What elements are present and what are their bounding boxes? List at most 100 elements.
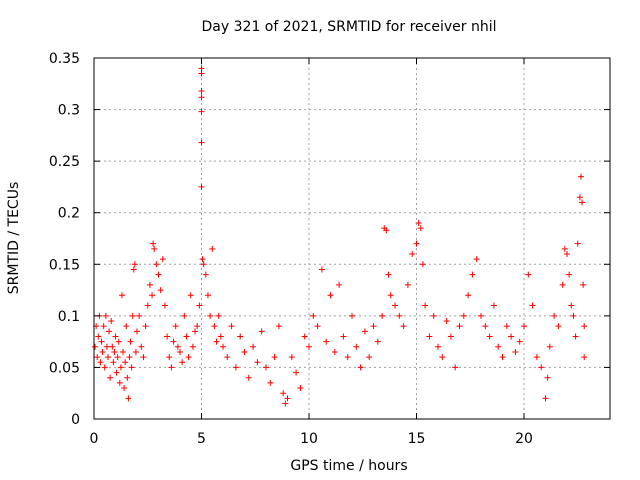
data-point: [465, 292, 472, 299]
data-point: [103, 343, 110, 350]
data-point: [447, 333, 454, 340]
data-point: [179, 359, 186, 366]
data-point: [344, 354, 351, 361]
data-point: [340, 333, 347, 340]
data-point: [237, 333, 244, 340]
data-point: [379, 312, 386, 319]
data-point: [228, 323, 235, 330]
data-point: [570, 312, 577, 319]
data-point: [198, 108, 205, 115]
data-point: [258, 328, 265, 335]
data-point: [512, 348, 519, 355]
data-point: [327, 292, 334, 299]
data-point: [213, 338, 220, 345]
data-point: [198, 88, 205, 95]
data-point: [529, 302, 536, 309]
data-point: [125, 395, 132, 402]
data-point: [581, 354, 588, 361]
data-point: [580, 281, 587, 288]
y-tick-label: 0.05: [49, 360, 80, 376]
data-point: [452, 364, 459, 371]
x-tick-label: 5: [197, 431, 206, 447]
data-point: [400, 323, 407, 330]
data-point: [574, 240, 581, 247]
data-point: [146, 281, 153, 288]
data-point: [499, 354, 506, 361]
data-point: [282, 400, 289, 407]
data-point: [138, 343, 145, 350]
data-point: [396, 312, 403, 319]
data-point: [92, 343, 99, 350]
data-point: [220, 343, 226, 350]
y-tick-label: 0.35: [49, 51, 80, 67]
data-point: [392, 302, 398, 309]
data-point: [123, 323, 130, 330]
data-point: [144, 302, 151, 309]
data-point: [157, 287, 164, 294]
data-point: [192, 328, 199, 335]
data-point: [521, 323, 527, 330]
data-point: [200, 261, 207, 268]
data-point: [245, 374, 252, 381]
data-point: [164, 333, 171, 340]
data-point: [118, 292, 125, 299]
data-point: [97, 359, 104, 366]
data-point: [113, 369, 120, 376]
data-point: [542, 395, 549, 402]
data-point: [136, 312, 143, 319]
data-point: [202, 271, 209, 278]
data-point: [538, 364, 545, 371]
y-tick-label: 0.15: [49, 257, 80, 273]
data-point: [271, 354, 278, 361]
plot-frame: [93, 57, 611, 420]
data-point: [566, 271, 573, 278]
data-point: [473, 256, 480, 263]
data-point: [314, 323, 321, 330]
data-point: [112, 333, 119, 340]
data-point: [435, 343, 441, 350]
data-point: [122, 359, 129, 366]
data-point: [415, 220, 422, 227]
y-tick-label: 0.25: [49, 154, 80, 170]
data-point: [185, 354, 192, 361]
data-point: [409, 250, 416, 257]
data-point: [101, 364, 108, 371]
data-point: [426, 333, 433, 340]
data-point: [490, 302, 497, 309]
data-point: [215, 312, 222, 319]
data-point: [280, 390, 287, 397]
data-point: [109, 343, 116, 350]
data-point: [131, 261, 138, 268]
data-point: [204, 292, 211, 299]
data-point: [211, 323, 218, 330]
data-point: [331, 348, 338, 355]
data-point: [361, 328, 368, 335]
data-point: [387, 292, 394, 299]
data-point: [559, 281, 566, 288]
data-point: [533, 354, 540, 361]
data-point: [546, 343, 553, 350]
data-point: [104, 354, 111, 361]
data-point: [301, 333, 308, 340]
data-point: [417, 225, 424, 232]
data-points: [92, 65, 588, 407]
data-point: [370, 323, 377, 330]
data-point: [478, 312, 484, 319]
data-point: [241, 348, 248, 355]
data-point: [100, 323, 107, 330]
data-point: [196, 302, 203, 309]
data-point: [310, 312, 317, 319]
data-point: [166, 354, 173, 361]
data-point: [551, 312, 558, 319]
data-point: [250, 343, 257, 350]
data-point: [577, 173, 584, 180]
data-point: [275, 323, 282, 330]
data-point: [561, 245, 568, 252]
data-point: [564, 250, 570, 257]
data-point: [207, 312, 214, 319]
data-point: [217, 333, 224, 340]
data-point: [263, 364, 269, 371]
data-point: [198, 139, 205, 146]
data-point: [150, 240, 157, 247]
